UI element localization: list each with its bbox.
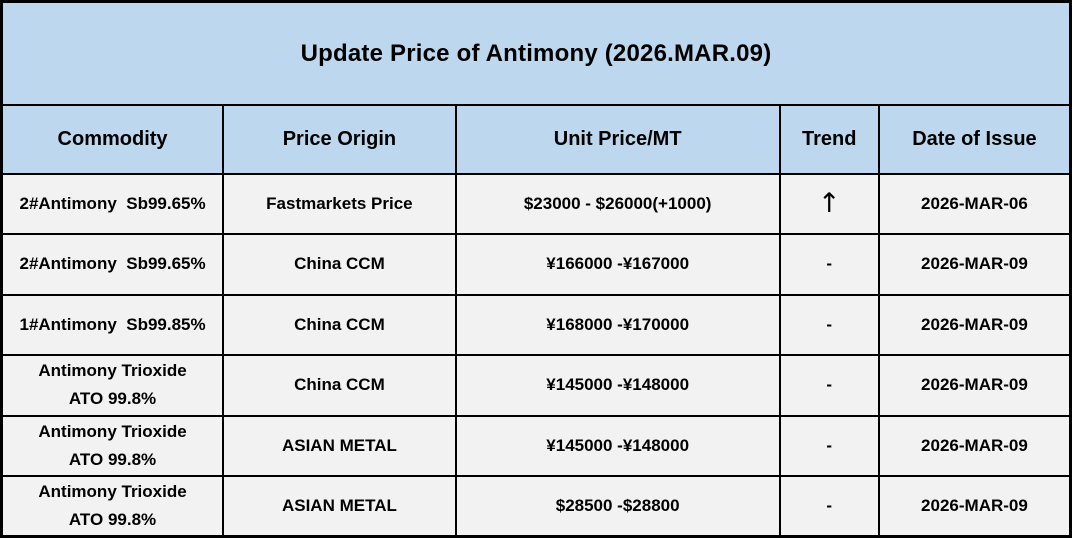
date-of-issue-cell: 2026-MAR-09 [877,293,1072,357]
date-of-issue-cell: 2026-MAR-09 [877,414,1072,478]
table-row: Antimony Trioxide ATO 99.8% China CCM ¥1… [0,354,1072,417]
table-row: 2#Antimony Sb99.65% China CCM ¥166000 -¥… [0,233,1072,296]
trend-cell: - [778,354,880,417]
header-trend: Trend [778,104,880,175]
date-of-issue-cell: 2026-MAR-09 [877,354,1072,417]
price-origin-cell: China CCM [222,354,457,417]
trend-up-arrow: ↑ [778,172,880,236]
unit-price-cell: $23000 - $26000(+1000) [454,172,781,236]
commodity-cell: Antimony Trioxide ATO 99.8% [0,354,225,417]
header-price-origin: Price Origin [222,104,457,175]
unit-price-cell: ¥166000 -¥167000 [454,233,781,296]
price-origin-cell: China CCM [222,233,457,296]
price-origin-cell: ASIAN METAL [222,475,457,538]
price-origin-cell: ASIAN METAL [222,414,457,478]
table-row: Antimony Trioxide ATO 99.8% ASIAN METAL … [0,414,1072,478]
header-date-of-issue: Date of Issue [877,104,1072,175]
table-row: 2#Antimony Sb99.65% Fastmarkets Price $2… [0,172,1072,236]
unit-price-cell: ¥145000 -¥148000 [454,414,781,478]
commodity-cell: 1#Antimony Sb99.85% [0,293,225,357]
trend-cell: - [778,475,880,538]
title-row: Update Price of Antimony (2026.MAR.09) [0,0,1072,106]
table-row: Antimony Trioxide ATO 99.8% ASIAN METAL … [0,475,1072,538]
commodity-cell: 2#Antimony Sb99.65% [0,233,225,296]
price-origin-cell: China CCM [222,293,457,357]
page-title: Update Price of Antimony (2026.MAR.09) [0,0,1072,106]
price-origin-cell: Fastmarkets Price [222,172,457,236]
trend-cell: - [778,293,880,357]
commodity-cell: Antimony Trioxide ATO 99.8% [0,475,225,538]
unit-price-cell: ¥145000 -¥148000 [454,354,781,417]
trend-cell: - [778,414,880,478]
commodity-cell: Antimony Trioxide ATO 99.8% [0,414,225,478]
unit-price-cell: ¥168000 -¥170000 [454,293,781,357]
unit-price-cell: $28500 -$28800 [454,475,781,538]
date-of-issue-cell: 2026-MAR-09 [877,475,1072,538]
date-of-issue-cell: 2026-MAR-06 [877,172,1072,236]
header-commodity: Commodity [0,104,225,175]
table-header-row: Commodity Price Origin Unit Price/MT Tre… [0,104,1072,175]
trend-cell: - [778,233,880,296]
commodity-cell: 2#Antimony Sb99.65% [0,172,225,236]
header-unit-price: Unit Price/MT [454,104,781,175]
date-of-issue-cell: 2026-MAR-09 [877,233,1072,296]
table-row: 1#Antimony Sb99.85% China CCM ¥168000 -¥… [0,293,1072,357]
